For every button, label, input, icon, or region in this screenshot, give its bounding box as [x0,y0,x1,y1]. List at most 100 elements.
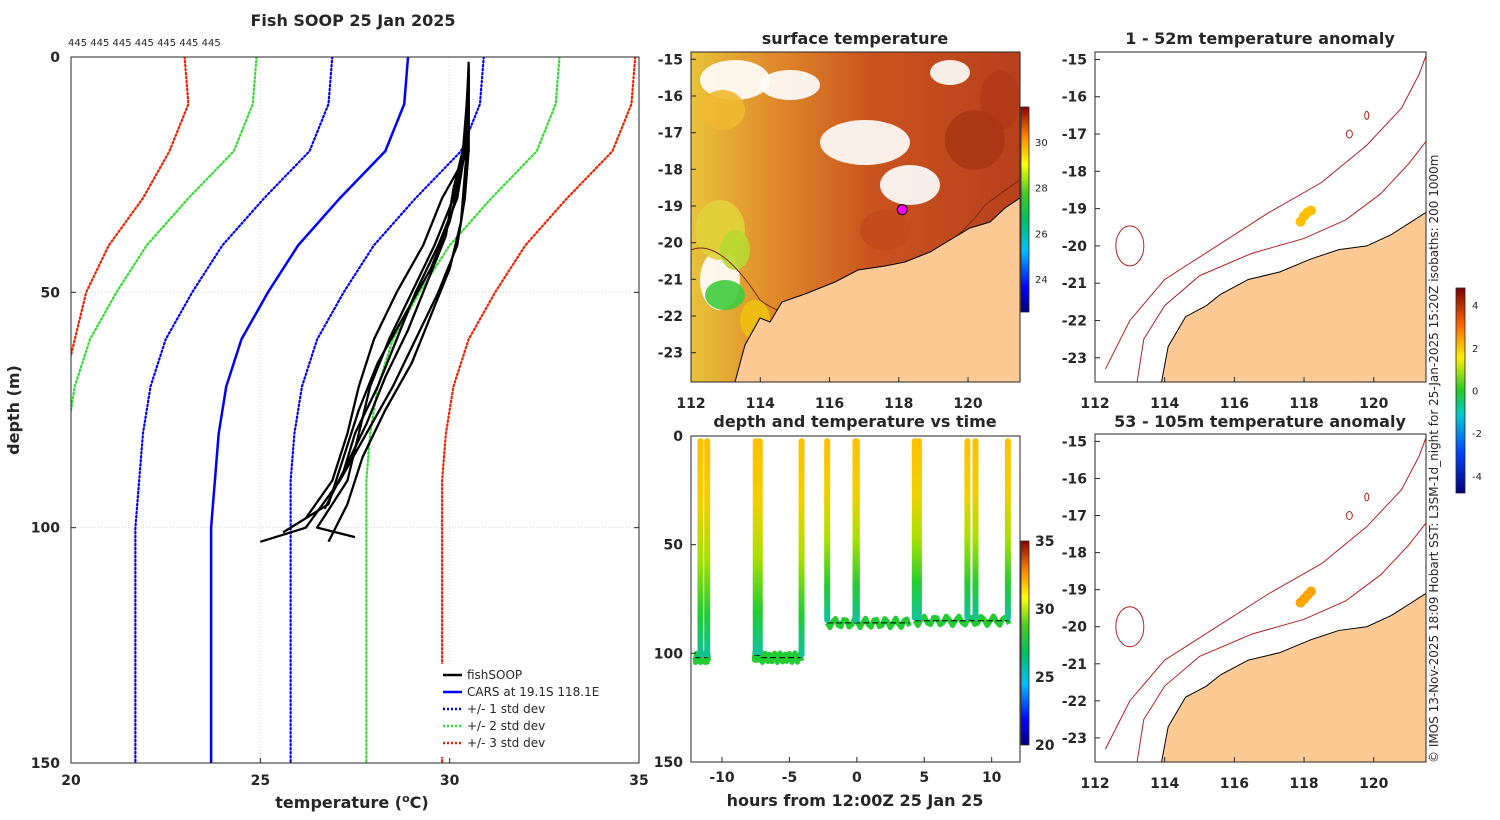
profile-cast-3-1 [798,438,805,658]
undefined-ytick-label: -15 [1062,52,1087,68]
anom-upper-land [1160,211,1426,382]
anom-upper-tick-labels: 112 114 116 118 120 -15 -16 -17 -18 -19 -20 -21 -22 -… [1062,52,1389,412]
profile-ylabel: depth (m) [4,365,23,455]
timeseries-xtick-label: -5 [782,770,798,786]
fishsoop-profile-3 [282,80,470,534]
legend-label-std2: +/- 2 std dev [467,719,545,733]
sst-cloud-mask [695,60,1020,340]
fishsoop-profile-7 [323,66,470,510]
profile-ytick-label: 100 [31,521,60,537]
sst-patch [720,230,750,270]
std3-minus-line [71,57,190,360]
sst-xtick-label: 112 [676,396,705,412]
sst-xtick-label: 118 [884,396,913,412]
undefined-ytick-label: -23 [1062,731,1087,747]
undefined-ytick-label: -23 [1062,351,1087,367]
anom-upper-isobath-island [1115,225,1145,267]
anom-lower-isobath-island [1115,606,1145,648]
sst-map: surface temperature 112 114 116 118 120 -15 -1… [658,29,1048,412]
sst-ytick-label: -21 [658,272,683,288]
profile-cast-5-3 [964,438,971,621]
anom-upper-isobath-1000 [1105,55,1426,370]
undefined-xtick-label: 118 [1289,396,1318,412]
profile-fishsoop-lines [259,61,470,543]
sst-patch [700,90,745,130]
sst-patch [930,60,970,85]
anom-lower-axes-frame [1094,433,1427,763]
anom-lower-anomaly-point-4 [1306,586,1317,597]
sst-colorbar-label: 26 [1035,229,1048,240]
profile-title: Fish SOOP 25 Jan 2025 [251,11,456,30]
undefined-ytick-label: -17 [1062,127,1087,143]
sst-location-marker [896,204,908,216]
std2-minus-line [71,57,258,417]
anom-lower-tick-labels: 112 114 116 118 120 -15 -16 -17 -18 -19 -20 -21 -22 -… [1062,434,1389,792]
sst-patch [700,60,770,100]
legend-label-fishsoop: fishSOOP [467,668,522,682]
sst-ytick-label: -16 [658,89,683,105]
anom-upper-anomaly-point-4 [1306,205,1317,216]
sst-ytick-label: -17 [658,126,683,142]
sst-ytick-label: -20 [658,236,684,252]
undefined-xtick-label: 116 [1220,396,1249,412]
profile-axes-frame [70,56,640,764]
undefined-ytick-label: -19 [1062,202,1087,218]
sst-axes-frame [690,51,1021,383]
anom-lower-isobath-shoal [1345,511,1353,521]
fishsoop-profile-5 [304,75,470,519]
sst-ytick-label: -15 [658,52,683,68]
fishsoop-profile-6 [342,85,470,472]
profile-xtick-label: 35 [629,773,648,789]
undefined-xtick-label: 120 [1359,776,1388,792]
legend-label-cars: CARS at 19.1S 118.1E [467,685,599,699]
anom-upper-isobath-200 [1136,141,1426,382]
sst-land [691,197,1020,382]
anomaly-upper-map: 1 - 52m temperature anomaly 112 114 116 118… [1062,29,1427,412]
cars-mean-line [209,57,410,763]
timeseries-xtick-label: -10 [709,770,735,786]
anom-upper-axes-frame [1094,51,1427,383]
timeseries-ytick-label: 50 [664,538,684,554]
undefined-ytick-label: -20 [1062,620,1088,636]
undefined-ytick-label: -22 [1062,313,1087,329]
sst-patch [820,120,910,165]
sst-patch [705,280,745,310]
profile-cast-4-3 [852,438,859,623]
undefined-xtick-label: 118 [1289,776,1318,792]
profile-xtick-label: 30 [440,773,460,789]
timeseries-xlabel: hours from 12:00Z 25 Jan 25 [727,791,984,810]
profile-legend: fishSOOP CARS at 19.1S 118.1E +/- 1 std … [436,664,622,757]
anomaly-colorbar-label: 2 [1472,344,1478,355]
timeseries-colorbar [1020,540,1030,746]
timeseries-chart: depth and temperature vs time -10 -5 0 5 100… [654,412,1055,810]
profile-cast-5-2 [915,438,922,621]
profile-top-label: 445 445 445 445 445 445 445 [68,38,221,49]
profile-cast-1-1 [697,438,704,658]
undefined-xtick-label: 114 [1150,776,1179,792]
sst-ytick-label: -18 [658,162,683,178]
profile-ytick-label: 150 [31,756,60,772]
timeseries-colorbar-ticks: 20 25 30 35 [1035,534,1055,754]
timeseries-colorbar-label: 20 [1035,738,1055,754]
anom-lower-land [1160,592,1426,762]
sst-xtick-label: 114 [746,396,775,412]
profile-xlabel: temperature (oC) [275,792,428,813]
anomaly-colorbar-label: -2 [1472,429,1482,440]
timeseries-title: depth and temperature vs time [713,412,996,431]
anomaly-colorbar-label: 4 [1472,301,1478,312]
anomaly-colorbar-label: 0 [1472,387,1478,398]
sst-ytick-label: -19 [658,199,683,215]
timeseries-ytick-label: 150 [654,755,683,771]
sst-title: surface temperature [762,29,949,48]
timeseries-ytick-label: 100 [654,646,683,662]
timeseries-xtick-label: 0 [852,770,862,786]
timeseries-ytick-label: 0 [673,429,683,445]
timeseries-xtick-label: 10 [982,770,1002,786]
profile-tick-labels: 20 25 30 35 0 50 100 150 [31,50,649,789]
bottom-track-5 [912,613,1012,629]
profile-xtick-label: 25 [251,773,270,789]
anomaly-colorbar-label: -4 [1472,472,1482,483]
undefined-xtick-label: 120 [1359,396,1388,412]
timeseries-axes-frame [690,435,1021,763]
anom-lower-title: 53 - 105m temperature anomaly [1114,412,1406,431]
